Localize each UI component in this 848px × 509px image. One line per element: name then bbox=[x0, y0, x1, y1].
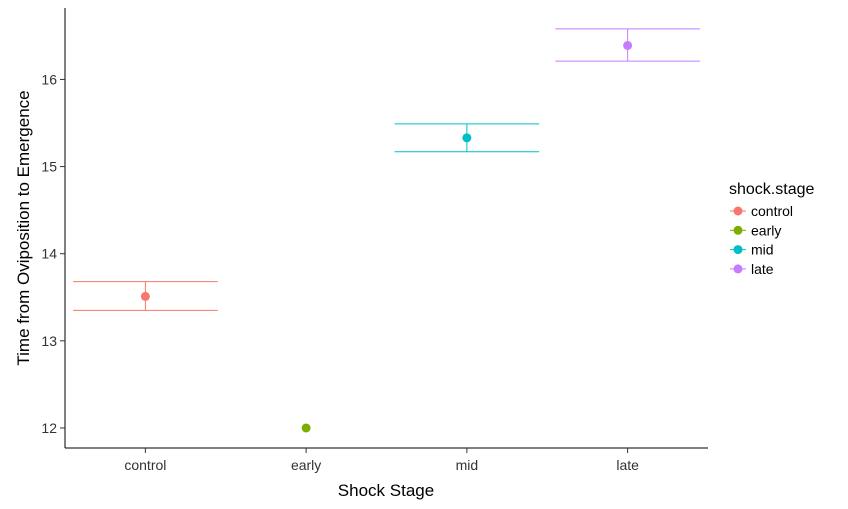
data-point-mid bbox=[462, 133, 472, 143]
legend-key-point bbox=[733, 206, 743, 216]
legend-label: mid bbox=[751, 242, 774, 258]
legend-entry-mid: mid bbox=[730, 242, 774, 258]
x-tick-label-control: control bbox=[124, 457, 166, 473]
series-early bbox=[301, 423, 311, 433]
data-point-late bbox=[623, 40, 633, 50]
y-tick-label: 16 bbox=[41, 71, 57, 87]
x-axis-title: Shock Stage bbox=[338, 481, 434, 500]
series-late bbox=[555, 28, 700, 62]
legend-title: shock.stage bbox=[729, 181, 814, 198]
legend: shock.stage control early mid late bbox=[729, 181, 814, 277]
legend-entry-early: early bbox=[730, 222, 781, 238]
x-tick-label-late: late bbox=[616, 457, 639, 473]
legend-entry-late: late bbox=[730, 261, 774, 277]
x-tick-label-mid: mid bbox=[456, 457, 479, 473]
legend-key-point bbox=[733, 245, 743, 255]
legend-entry-control: control bbox=[730, 203, 793, 219]
y-tick-label: 13 bbox=[41, 333, 57, 349]
legend-key-point bbox=[733, 264, 743, 274]
y-tick-label: 12 bbox=[41, 420, 57, 436]
y-tick-label: 15 bbox=[41, 159, 57, 175]
legend-key-point bbox=[733, 225, 743, 235]
data-point-control bbox=[140, 291, 150, 301]
x-ticks: control early mid late bbox=[124, 448, 639, 473]
legend-label: early bbox=[751, 222, 781, 238]
x-tick-label-early: early bbox=[291, 457, 321, 473]
series-control bbox=[73, 281, 218, 311]
series-mid bbox=[394, 123, 540, 153]
plot-area bbox=[73, 28, 700, 433]
y-ticks: 12 13 14 15 16 bbox=[41, 71, 65, 436]
y-axis-title: Time from Oviposition to Emergence bbox=[14, 90, 33, 365]
y-tick-label: 14 bbox=[41, 246, 57, 262]
legend-label: late bbox=[751, 261, 774, 277]
legend-label: control bbox=[751, 203, 793, 219]
data-point-early bbox=[301, 423, 311, 433]
